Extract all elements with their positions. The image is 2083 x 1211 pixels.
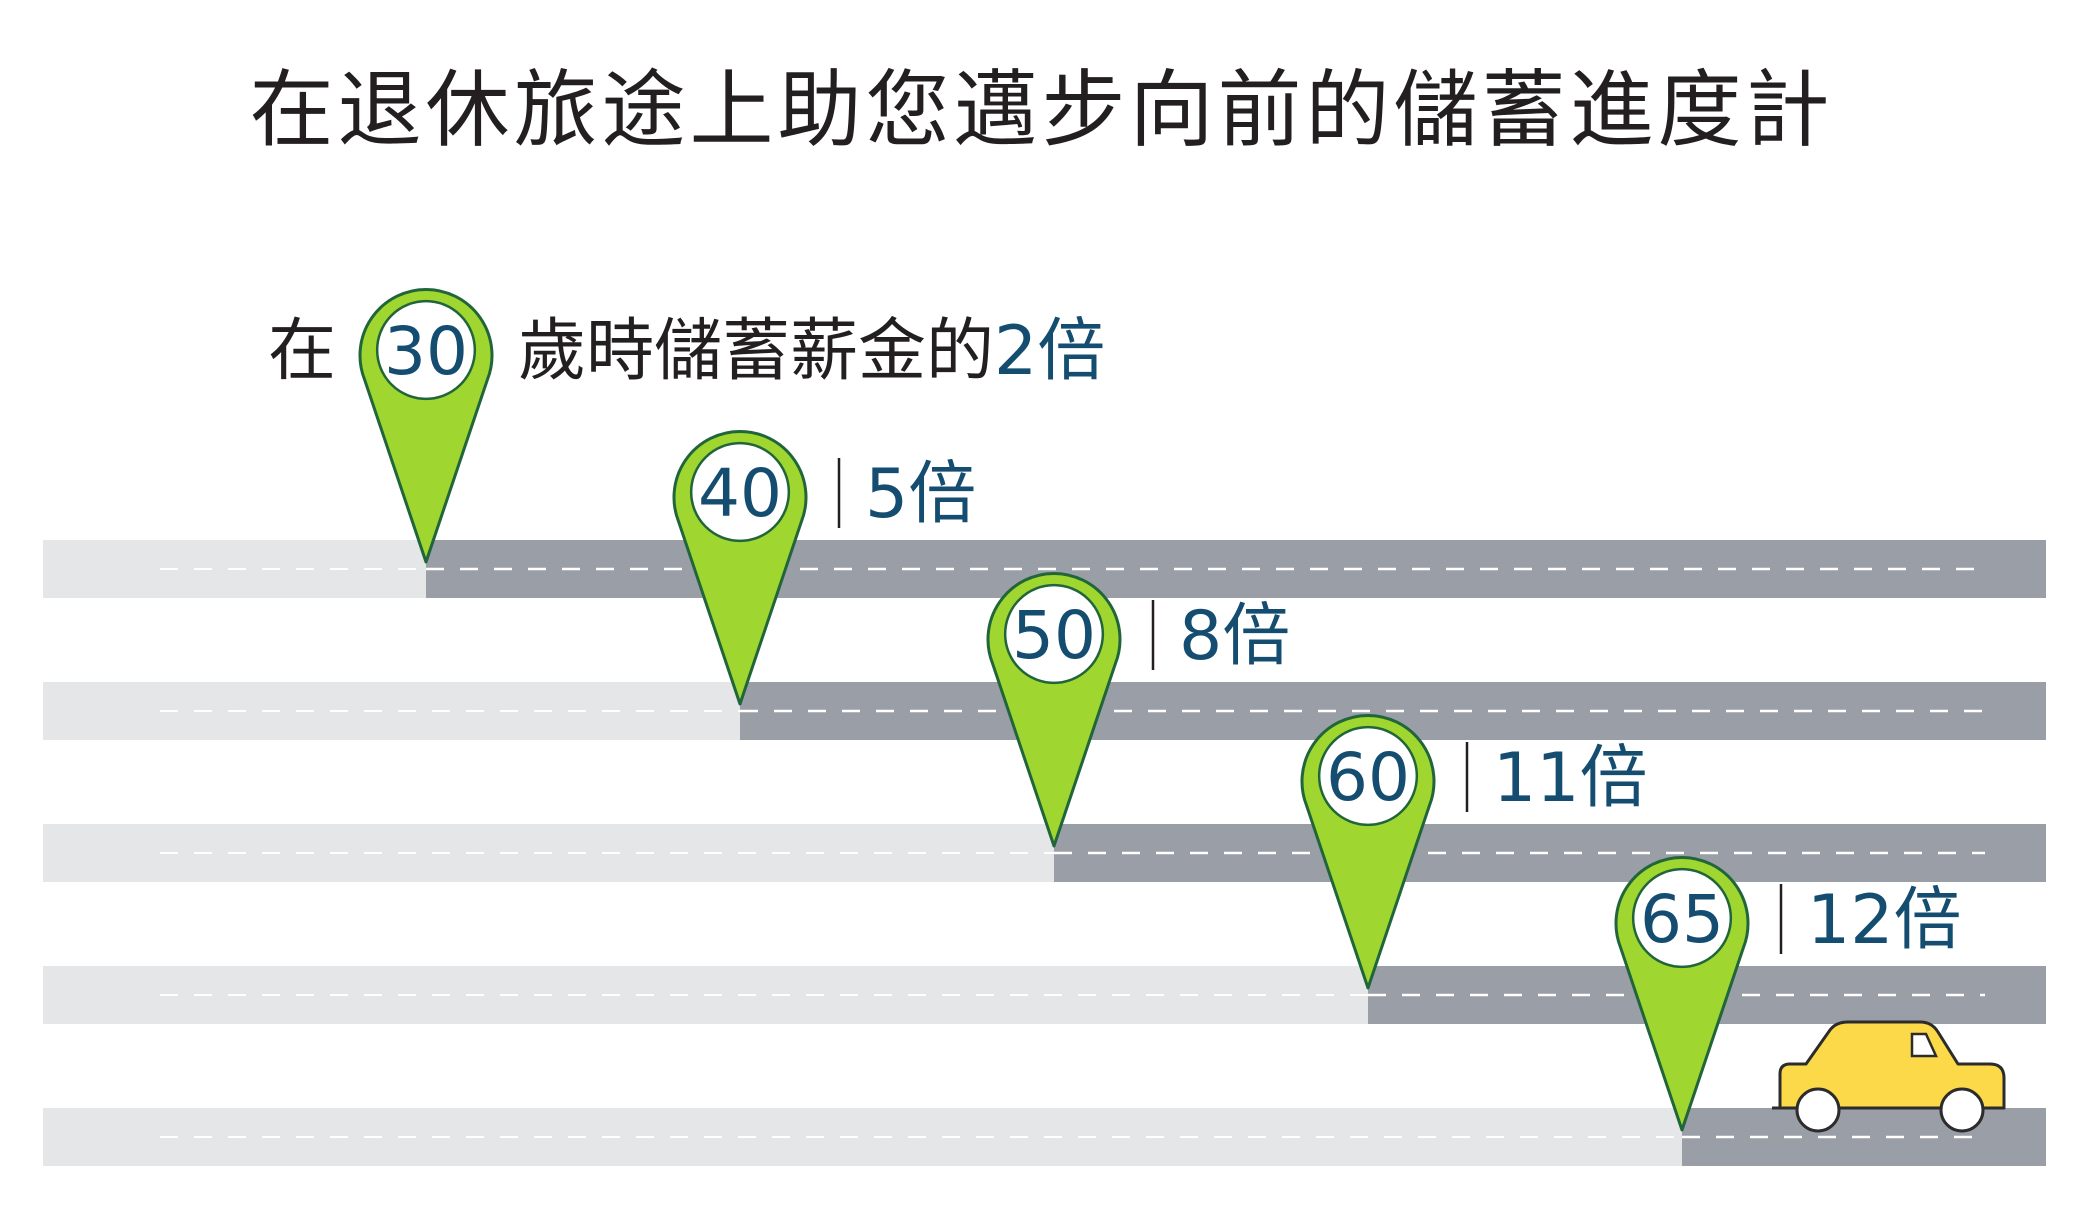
car-wheel-front bbox=[1795, 1087, 1841, 1133]
car-body bbox=[1778, 1020, 2006, 1110]
milestone-age-1: 40 bbox=[698, 455, 782, 532]
location-pin-icon: 50 bbox=[986, 571, 1122, 848]
car-wheel-rear bbox=[1939, 1087, 1985, 1133]
milestone-age-2: 50 bbox=[1012, 597, 1096, 674]
milestone-multiple-1: 5倍 bbox=[865, 455, 976, 534]
milestone-multiple-2: 8倍 bbox=[1179, 597, 1290, 676]
pin-inner-circle bbox=[1317, 725, 1419, 827]
first-milestone-multiple: 2倍 bbox=[994, 312, 1106, 391]
first-milestone-text: 歲時儲蓄薪金的2倍 bbox=[518, 318, 1105, 386]
page-title: 在退休旅途上助您邁步向前的儲蓄進度計 bbox=[249, 61, 1834, 159]
first-milestone-prefix: 在 bbox=[268, 312, 337, 391]
location-pin-icon: 30 bbox=[358, 287, 494, 564]
location-pin-icon: 60 bbox=[1300, 713, 1436, 990]
first-milestone-suffix: 歲時儲蓄薪金的 bbox=[518, 312, 995, 391]
milestone-age-4: 65 bbox=[1640, 881, 1724, 958]
car-window bbox=[1910, 1032, 1938, 1058]
location-pin-icon: 65 bbox=[1614, 855, 1750, 1132]
pin-inner-circle bbox=[375, 299, 477, 401]
milestone-multiple-3: 11倍 bbox=[1493, 739, 1648, 818]
milestone-multiple-4: 12倍 bbox=[1807, 881, 1962, 960]
pin-inner-circle bbox=[1631, 867, 1733, 969]
car-icon bbox=[1772, 1020, 2006, 1133]
milestone-age-0: 30 bbox=[384, 313, 468, 390]
location-pin-icon: 40 bbox=[672, 429, 808, 706]
milestone-age-3: 60 bbox=[1326, 739, 1410, 816]
pin-inner-circle bbox=[1003, 583, 1105, 685]
pin-inner-circle bbox=[689, 441, 791, 543]
